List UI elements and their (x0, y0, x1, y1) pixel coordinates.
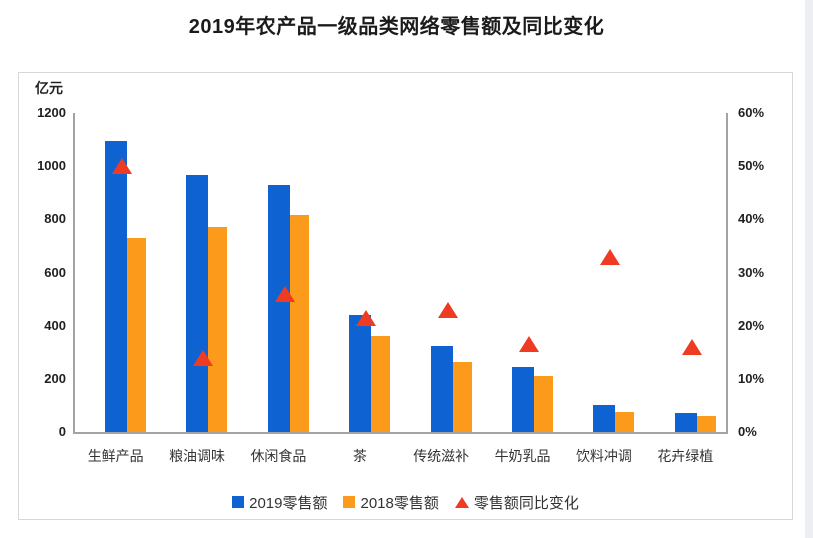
bar-2018 (208, 227, 228, 432)
x-axis-category-label: 茶 (352, 448, 367, 464)
page-edge-strip (805, 0, 813, 538)
legend-item: 2018零售额 (343, 492, 439, 513)
growth-triangle-marker (193, 349, 214, 366)
plot-area: 0 200 400 600 800 1000 1200 0% 10% 20% 30% 40% 50% 60… (37, 105, 764, 464)
growth-triangle-marker (681, 338, 702, 355)
left-axis-tick-label: 200 (44, 370, 66, 386)
bar-2019 (105, 140, 127, 432)
left-axis-unit-label: 亿元 (35, 80, 63, 96)
bar-2018 (696, 416, 716, 432)
right-axis-tick-label: 0% (738, 424, 757, 439)
bar-2018 (127, 237, 146, 432)
bar-2019 (511, 366, 534, 432)
left-axis-tick-label: 400 (44, 317, 66, 333)
bar-2019 (349, 315, 372, 432)
bar-2018 (452, 361, 472, 432)
right-axis-tick-label: 40% (738, 211, 765, 227)
x-axis-category-label: 粮油调味 (169, 448, 226, 464)
growth-triangle-marker (112, 158, 132, 175)
bar-2018 (615, 412, 635, 432)
chart-card: 亿元 0 200 400 600 800 1000 1200 0% 10% 20% 30% 40% 50… (18, 72, 793, 520)
x-axis-category-label: 饮料冲调 (575, 448, 632, 464)
legend-label: 2018零售额 (360, 494, 439, 512)
chart-title: 2019年农产品一级品类网络零售额及同比变化 (188, 16, 605, 38)
legend-item: 2019零售额 (232, 492, 327, 513)
bar-2019 (593, 405, 616, 432)
bar-2019 (674, 413, 697, 432)
bar-2018 (371, 336, 391, 432)
right-axis-tick-label: 50% (738, 158, 765, 174)
left-axis-tick-label: 1000 (37, 158, 66, 174)
bar-2018 (533, 376, 553, 432)
growth-triangle-marker (437, 301, 458, 318)
bar-2018 (289, 215, 309, 432)
legend-label: 2019零售额 (249, 494, 328, 512)
legend: 2019零售额 2018零售额 零售额同比变化 (19, 491, 792, 513)
bar-2019 (267, 184, 290, 432)
growth-triangle-marker (274, 285, 295, 302)
bar-2019 (430, 345, 453, 432)
legend-label: 零售额同比变化 (473, 494, 579, 512)
right-axis-tick-label: 60% (738, 105, 765, 120)
legend-triangle-icon (454, 496, 469, 508)
x-axis-category-label: 休闲食品 (250, 448, 307, 464)
bar-2019 (186, 175, 209, 432)
left-axis-tick-label: 0 (58, 424, 66, 439)
x-axis-category-label: 传统滋补 (413, 448, 470, 464)
legend-item: 零售额同比变化 (454, 492, 579, 513)
legend-square-icon (232, 496, 245, 508)
right-axis-tick-label: 20% (738, 317, 765, 333)
right-axis-tick-label: 30% (738, 264, 765, 280)
left-axis-tick-label: 600 (44, 264, 66, 280)
left-axis-tick-label: 1200 (37, 105, 66, 120)
legend-square-icon (343, 496, 356, 508)
growth-triangle-marker (600, 248, 621, 265)
right-axis-tick-label: 10% (738, 370, 765, 386)
left-axis-tick-label: 800 (44, 211, 66, 227)
growth-triangle-marker (356, 309, 377, 326)
x-axis-category-label: 花卉绿植 (657, 448, 714, 464)
x-axis-category-label: 牛奶乳品 (494, 448, 551, 464)
growth-triangle-marker (518, 336, 539, 353)
x-axis-category-label: 生鲜产品 (87, 448, 144, 464)
